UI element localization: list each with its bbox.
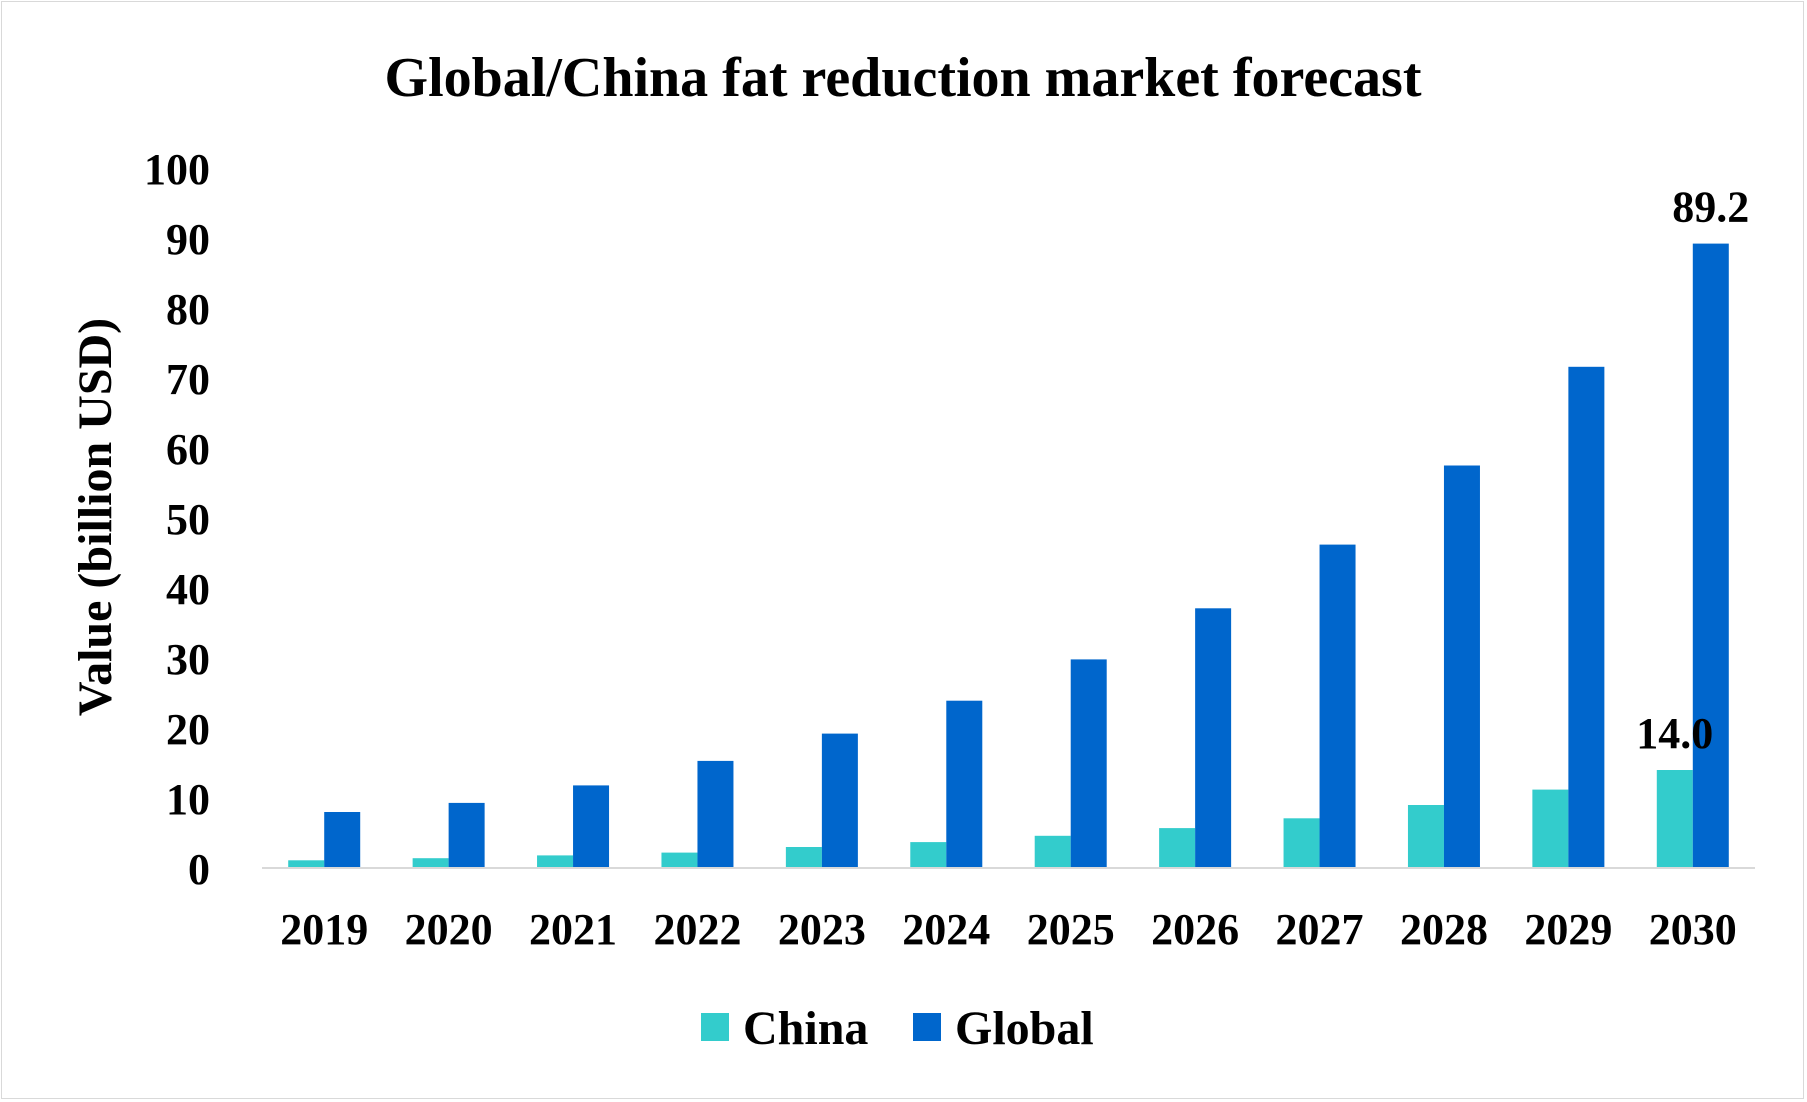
bar-china-2028 bbox=[1407, 805, 1444, 868]
bar-china-2021 bbox=[537, 855, 574, 868]
x-tick-label: 2022 bbox=[653, 905, 741, 954]
bar-global-2030 bbox=[1692, 243, 1729, 869]
bar-china-2030 bbox=[1656, 770, 1693, 868]
y-tick-label: 10 bbox=[166, 775, 210, 824]
x-tick-label: 2024 bbox=[902, 905, 990, 954]
y-tick-label: 0 bbox=[188, 845, 210, 894]
bar-global-2022 bbox=[697, 760, 734, 868]
bar-china-2024 bbox=[910, 842, 947, 868]
x-tick-label: 2027 bbox=[1276, 905, 1364, 954]
y-tick-label: 100 bbox=[144, 145, 210, 194]
y-tick-label: 50 bbox=[166, 495, 210, 544]
bars bbox=[288, 243, 1729, 869]
data-label-china-2030: 14.0 bbox=[1636, 709, 1713, 758]
x-tick-label: 2020 bbox=[405, 905, 493, 954]
legend: China Global bbox=[701, 1002, 1094, 1055]
bar-global-2028 bbox=[1443, 465, 1480, 868]
bar-china-2027 bbox=[1283, 818, 1320, 868]
bar-global-2025 bbox=[1070, 659, 1107, 868]
bar-china-2022 bbox=[661, 852, 698, 868]
bar-china-2019 bbox=[288, 860, 325, 868]
x-tick-label: 2019 bbox=[280, 905, 368, 954]
y-tick-label: 40 bbox=[166, 565, 210, 614]
x-tick-label: 2030 bbox=[1649, 905, 1737, 954]
x-tick-label: 2029 bbox=[1524, 905, 1612, 954]
y-axis-title: Value (billion USD) bbox=[69, 318, 122, 716]
data-label-global-2030: 89.2 bbox=[1672, 183, 1749, 232]
bar-china-2029 bbox=[1532, 789, 1569, 868]
bar-china-2023 bbox=[785, 847, 822, 868]
bar-global-2024 bbox=[946, 700, 983, 868]
y-tick-label: 80 bbox=[166, 285, 210, 334]
bar-global-2026 bbox=[1195, 608, 1232, 868]
y-tick-label: 20 bbox=[166, 705, 210, 754]
chart-title: Global/China fat reduction market foreca… bbox=[385, 47, 1422, 109]
x-tick-label: 2023 bbox=[778, 905, 866, 954]
x-axis-ticks: 2019 2020 2021 2022 2023 2024 2025 2026 2027 2028… bbox=[280, 905, 1737, 954]
y-tick-label: 60 bbox=[166, 425, 210, 474]
y-tick-label: 70 bbox=[166, 355, 210, 404]
bar-global-2027 bbox=[1319, 544, 1356, 868]
y-tick-label: 30 bbox=[166, 635, 210, 684]
x-tick-label: 2025 bbox=[1027, 905, 1115, 954]
legend-swatch-global bbox=[913, 1013, 941, 1041]
bar-global-2021 bbox=[573, 785, 610, 868]
y-tick-label: 90 bbox=[166, 215, 210, 264]
x-tick-label: 2021 bbox=[529, 905, 617, 954]
data-labels: 14.0 89.2 bbox=[1636, 183, 1749, 758]
bar-global-2029 bbox=[1568, 366, 1605, 868]
legend-label-global: Global bbox=[955, 1002, 1094, 1055]
y-axis-ticks: 0 10 20 30 40 50 60 70 80 90 100 bbox=[144, 145, 210, 894]
bar-global-2020 bbox=[448, 802, 485, 868]
bar-global-2019 bbox=[324, 812, 361, 868]
x-tick-label: 2028 bbox=[1400, 905, 1488, 954]
bar-china-2020 bbox=[412, 858, 449, 868]
x-tick-label: 2026 bbox=[1151, 905, 1239, 954]
bar-china-2025 bbox=[1034, 835, 1071, 868]
legend-swatch-china bbox=[701, 1013, 729, 1041]
bar-china-2026 bbox=[1159, 828, 1196, 868]
legend-label-china: China bbox=[743, 1002, 868, 1055]
bar-global-2023 bbox=[821, 733, 858, 868]
